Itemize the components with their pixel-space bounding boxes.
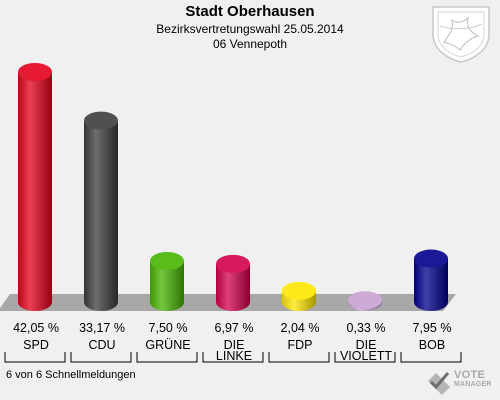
district-label: 06 Vennepoth [212,37,288,51]
bar-grüne [150,251,184,311]
chart-title: Stadt Oberhausen [185,3,315,20]
bar-spd [18,63,52,311]
bar-cdu [84,111,118,312]
category-label: GRÜNE [145,338,190,352]
bar-bob [414,249,448,311]
city-crest-icon [432,6,490,63]
category-bracket [400,352,462,363]
bar-body [414,258,448,311]
bar-body [84,120,118,312]
bar-top [150,251,184,270]
bar-body [150,260,184,311]
category-bracket [136,352,198,363]
category-bracket [202,352,264,363]
category-bracket [334,352,396,363]
value-label: 7,95 % [413,321,452,335]
value-label: 7,50 % [149,321,188,335]
logo-text: VOTE [454,369,486,381]
ballot-check-icon [428,372,450,395]
bar-top [216,254,250,273]
value-label: 2,04 % [281,321,320,335]
reporting-status: 6 von 6 Schnellmeldungen [6,369,136,381]
votemanager-logo: VOTE MANAGER [424,366,498,398]
category-bracket [4,352,66,363]
bar-die-violett [348,291,382,311]
value-label: 42,05 % [13,321,59,335]
bar-die-linke [216,254,250,311]
category-label: BOB [419,338,445,352]
bar-top [18,63,52,81]
bar-fdp [282,281,316,311]
value-label: 6,97 % [215,321,254,335]
bar-body [216,263,250,311]
bar-top [414,249,448,268]
category-bracket [70,352,132,363]
category-label: DIE [224,338,245,352]
value-label: 0,33 % [347,321,386,335]
category-label: VIOLETT [340,349,392,363]
bar-top [282,281,316,300]
bar-body [18,72,52,311]
chart-subtitle: Bezirksvertretungswahl 25.05.2014 [156,22,344,36]
category-bracket [268,352,330,363]
category-label: CDU [88,338,115,352]
category-label: SPD [23,338,49,352]
logo-subtext: MANAGER [454,381,492,388]
category-label: LINKE [216,349,252,363]
value-label: 33,17 % [79,321,125,335]
bar-top [348,291,382,310]
bar-top [84,111,118,130]
category-label: FDP [288,338,313,352]
category-label: DIE [356,338,377,352]
